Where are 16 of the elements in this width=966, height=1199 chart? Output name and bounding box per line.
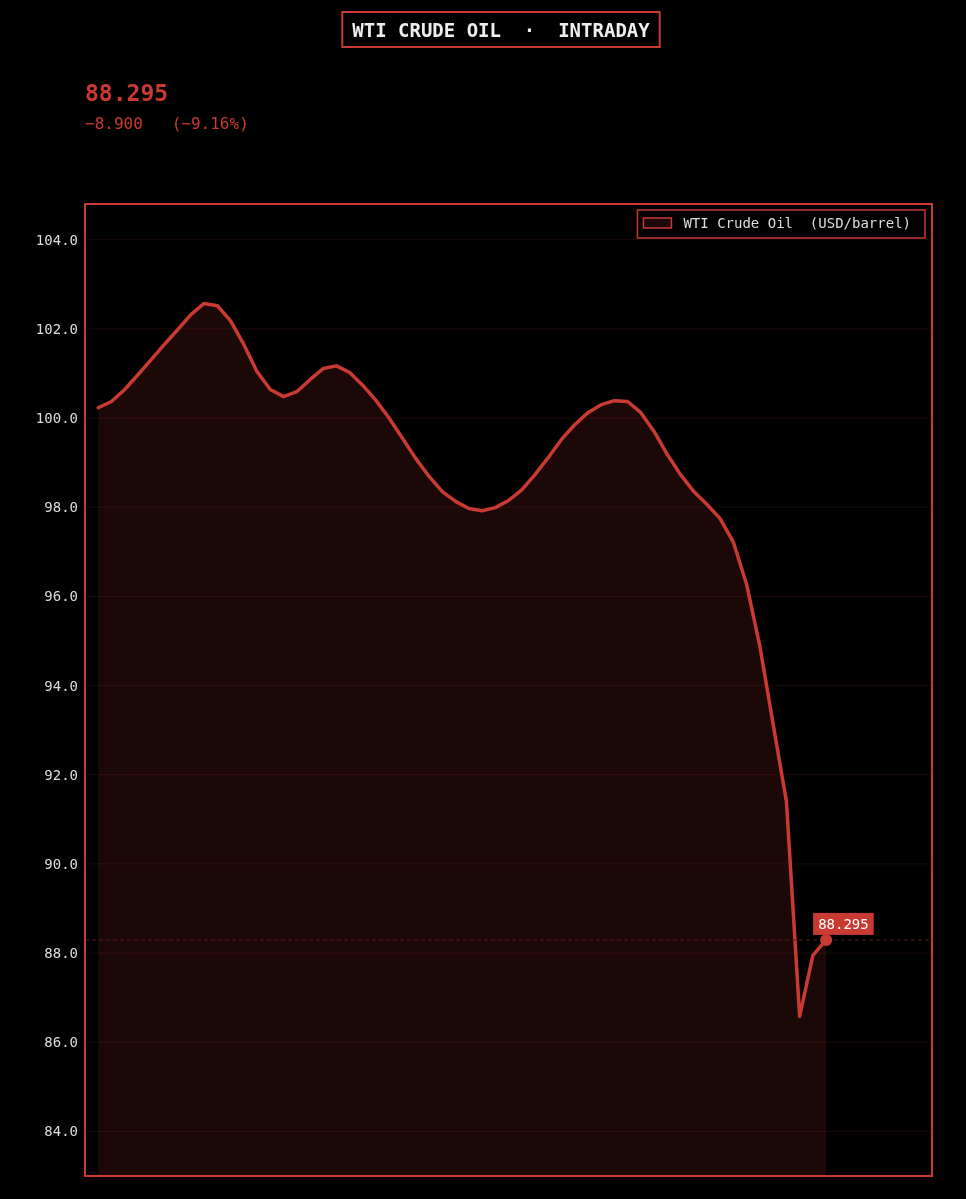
y-tick-label: 98.0 [44,499,78,516]
y-tick-label: 94.0 [44,677,78,694]
y-tick-label: 88.0 [44,945,78,962]
y-tick-label: 84.0 [44,1123,78,1140]
y-tick-label: 104.0 [35,231,78,248]
y-tick-label: 102.0 [35,320,78,337]
text: −8.900 (−9.16%) [85,114,249,133]
annotation: 88.295 [818,915,869,932]
y-tick-label: 86.0 [44,1034,78,1051]
y-tick-label: 100.0 [35,410,78,427]
y-tick-label: 96.0 [44,588,78,605]
y-tick-label: 92.0 [44,766,78,783]
legend-label: WTI Crude Oil (USD/barrel) [683,215,912,231]
chart-title: WTI CRUDE OIL · INTRADAY [352,19,651,41]
y-tick-label: 90.0 [44,855,78,872]
text: 88.295 [85,80,169,106]
